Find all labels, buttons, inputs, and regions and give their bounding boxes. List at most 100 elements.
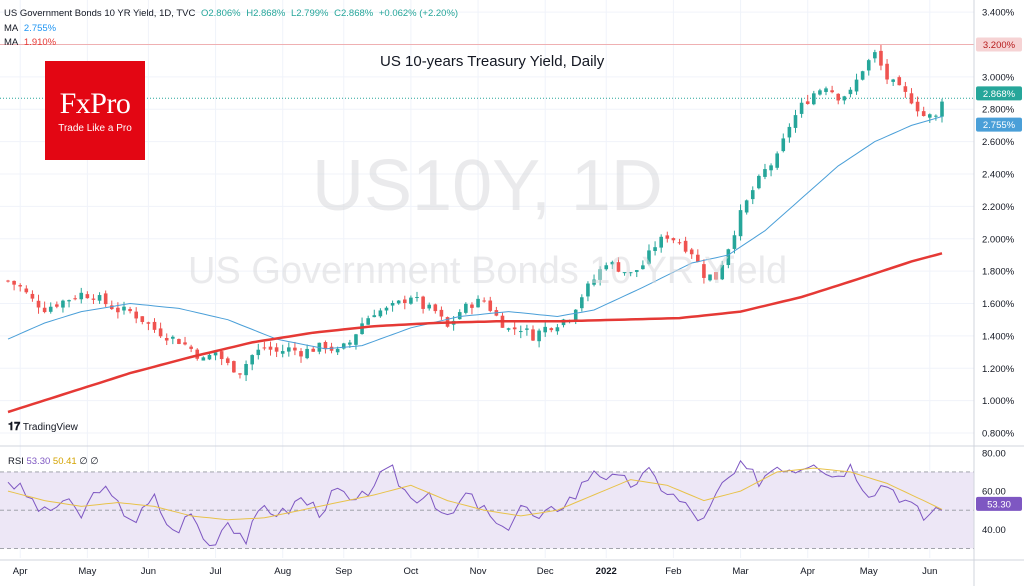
candle-body xyxy=(873,52,877,59)
ma2-legend[interactable]: MA 1.910% xyxy=(4,37,59,48)
x-tick-label: Aug xyxy=(274,566,291,577)
y-tick-label: 2.200% xyxy=(982,202,1015,213)
candle-body xyxy=(238,373,242,375)
candle-body xyxy=(512,327,517,330)
candle-body xyxy=(738,210,743,237)
candle-body xyxy=(934,115,938,117)
candle-body xyxy=(189,346,193,349)
candle-body xyxy=(262,347,267,349)
candle-body xyxy=(641,265,645,270)
candle-body xyxy=(555,327,560,332)
candle-body xyxy=(116,307,120,313)
candle-body xyxy=(195,349,200,359)
candle-body xyxy=(122,306,126,311)
candle-body xyxy=(836,93,841,101)
y-tick-label: 1.200% xyxy=(982,364,1015,375)
candle-body xyxy=(439,309,444,317)
candle-body xyxy=(860,71,865,80)
candle-body xyxy=(610,261,615,265)
candle-body xyxy=(219,351,224,360)
candle-body xyxy=(634,270,639,272)
candle-body xyxy=(909,93,914,104)
candle-body xyxy=(158,328,163,337)
y-tick-label: 3.000% xyxy=(982,72,1015,83)
x-tick-label: Jun xyxy=(922,566,937,577)
price-tag-3200: 3.200% xyxy=(983,40,1016,51)
candle-body xyxy=(616,262,621,272)
candle-body xyxy=(775,153,779,168)
ma1-label: MA xyxy=(4,23,19,34)
ohlc-close: C2.868% xyxy=(334,8,374,19)
candle-body xyxy=(543,326,548,333)
rsi-y-tick-label: 80.00 xyxy=(982,448,1006,459)
candle-body xyxy=(372,315,377,318)
x-tick-label: May xyxy=(860,566,878,577)
ma1-legend[interactable]: MA 2.755% xyxy=(4,23,59,34)
candle-body xyxy=(531,329,535,341)
y-tick-label: 2.600% xyxy=(982,137,1015,148)
y-tick-label: 2.800% xyxy=(982,105,1015,116)
candle-body xyxy=(335,348,340,353)
candle-body xyxy=(384,307,389,311)
candle-body xyxy=(171,336,175,339)
y-tick-label: 1.800% xyxy=(982,267,1015,278)
rsi-legend[interactable]: RSI 53.30 50.41 ∅ ∅ xyxy=(8,456,99,467)
candle-body xyxy=(134,311,138,319)
x-tick-label: 2022 xyxy=(596,566,617,577)
candle-body xyxy=(677,242,682,244)
candle-body xyxy=(506,328,511,330)
tradingview-label: TradingView xyxy=(22,422,78,433)
y-tick-label: 1.600% xyxy=(982,299,1015,310)
candle-body xyxy=(732,235,737,249)
candle-body xyxy=(152,321,157,330)
candle-body xyxy=(763,169,767,177)
candle-body xyxy=(97,295,102,301)
candle-body xyxy=(250,355,254,365)
candle-body xyxy=(525,328,529,330)
candle-body xyxy=(671,238,676,241)
fxpro-logo: FxPro Trade Like a Pro xyxy=(45,61,145,160)
candle-body xyxy=(757,175,761,189)
candle-body xyxy=(903,86,908,92)
rsi-value: 53.30 xyxy=(26,456,51,467)
x-tick-label: Sep xyxy=(335,566,352,577)
candle-body xyxy=(79,292,84,300)
candle-body xyxy=(128,308,132,312)
rsi-label: RSI xyxy=(8,456,24,467)
candle-body xyxy=(348,342,352,345)
candle-body xyxy=(750,190,755,200)
rsi-tag-bg xyxy=(976,496,1022,511)
x-tick-label: Feb xyxy=(665,566,681,577)
candle-body xyxy=(293,347,297,351)
candle-body xyxy=(659,236,663,248)
price-tag-current-bg xyxy=(976,86,1022,101)
candle-body xyxy=(55,304,59,307)
tradingview-brand[interactable]: 𝟏𝟕 TradingView xyxy=(8,421,78,434)
candle-body xyxy=(549,328,554,331)
price-tag-3200-bg xyxy=(976,37,1022,52)
ohlc-open: O2.806% xyxy=(200,8,241,19)
candle-body xyxy=(696,254,700,262)
candle-body xyxy=(36,300,41,308)
candle-body xyxy=(915,101,920,112)
candle-body xyxy=(225,358,230,363)
candle-body xyxy=(653,247,657,251)
ohlc-high: H2.868% xyxy=(246,8,286,19)
candle-body xyxy=(299,351,303,357)
candle-body xyxy=(726,249,731,266)
candle-body xyxy=(647,250,651,264)
candle-body xyxy=(73,298,77,300)
candle-body xyxy=(287,347,291,352)
rsi-ma-line xyxy=(7,467,943,521)
candle-body xyxy=(604,265,609,270)
x-tick-label: May xyxy=(78,566,96,577)
candle-body xyxy=(537,330,541,342)
candle-body xyxy=(6,280,10,282)
x-tick-label: Oct xyxy=(404,566,419,577)
symbol-line: US Government Bonds 10 YR Yield, 1D, TVC xyxy=(4,8,196,19)
candle-body xyxy=(518,331,523,333)
x-tick-label: Apr xyxy=(800,566,815,577)
candle-body xyxy=(146,322,151,324)
candle-body xyxy=(464,303,468,313)
candle-body xyxy=(457,312,462,320)
